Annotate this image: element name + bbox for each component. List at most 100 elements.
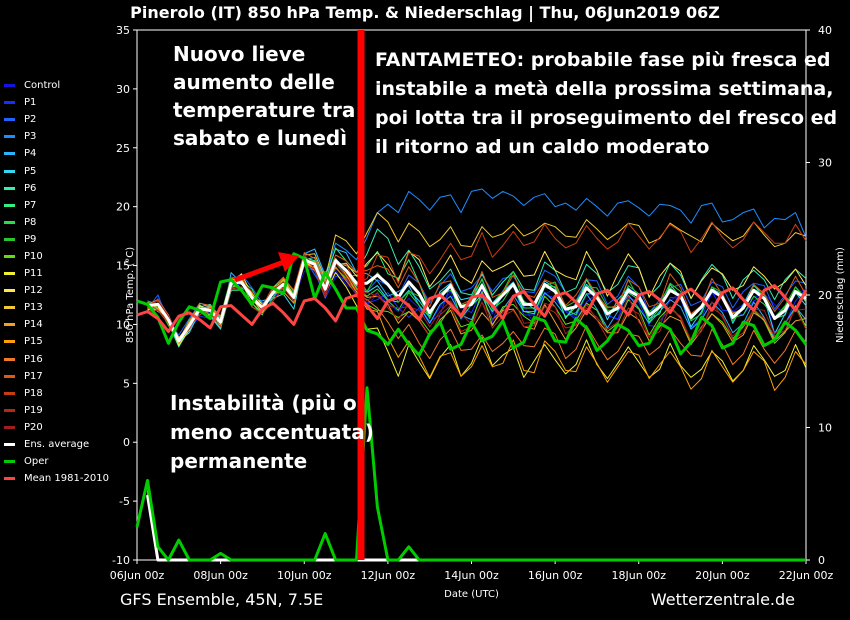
legend-label: P17: [24, 370, 43, 382]
legend-swatch: [4, 84, 15, 88]
x-tick-label: 08Jun 00z: [193, 569, 248, 582]
annotation-fantameteo: FANTAMETEO: probabile fase più fresca ed…: [375, 46, 837, 162]
legend-label: P8: [24, 216, 37, 228]
precip-line-p18: [147, 497, 806, 561]
legend-label: Mean 1981-2010: [24, 473, 109, 485]
arrow-shaft: [234, 259, 285, 283]
legend-item: Oper: [4, 453, 109, 470]
precip-line-ens-average: [146, 494, 806, 562]
x-tick-label: 06Jun 00z: [110, 569, 165, 582]
model-info: GFS Ensemble, 45N, 7.5E: [120, 590, 324, 609]
legend-item: P7: [4, 197, 109, 214]
precip-line-p1: [147, 489, 806, 561]
x-tick-label: 10Jun 00z: [277, 569, 332, 582]
legend-swatch: [4, 340, 15, 344]
y-tick-label: 25: [116, 142, 130, 155]
precip-line-p12: [147, 496, 806, 561]
annotation-line: poi lotta tra il proseguimento del fresc…: [375, 107, 838, 129]
legend: Control P1 P2 P3 P4 P5 P6 P7 P8 P9 P10 P11 P12 P13 P14…: [4, 77, 109, 487]
legend-item: P3: [4, 128, 109, 145]
legend-item: P14: [4, 316, 109, 333]
legend-swatch: [4, 118, 15, 122]
legend-label: P6: [24, 182, 37, 194]
legend-label: P10: [24, 250, 43, 262]
x-axis-label: Date (UTC): [444, 589, 499, 600]
legend-label: P9: [24, 233, 37, 245]
legend-item: P6: [4, 180, 109, 197]
legend-swatch: [4, 101, 15, 105]
annotation-line: FANTAMETEO: probabile fase più fresca ed: [375, 49, 831, 71]
legend-item: P13: [4, 299, 109, 316]
legend-swatch: [4, 272, 15, 276]
y-tick-label: -5: [119, 495, 130, 508]
precip-line-p6: [147, 497, 806, 561]
precip-line-control: [147, 496, 806, 561]
temp-line-p13: [147, 212, 807, 340]
temp-line-p18: [147, 221, 807, 341]
y-axis-label: 850 hPa Temp. (°C): [125, 247, 136, 343]
precip-line-p3: [147, 496, 806, 561]
legend-swatch: [4, 374, 15, 378]
x-tick-label: 12Jun 00z: [361, 569, 416, 582]
precip-line-p17: [147, 492, 806, 561]
legend-item: P16: [4, 351, 109, 368]
legend-swatch: [4, 289, 15, 293]
y2-tick-label: 20: [818, 289, 832, 302]
legend-label: Ens. average: [24, 439, 90, 451]
y-tick-label: 15: [116, 260, 130, 273]
precip-line-p10: [147, 491, 806, 561]
temp-line-mean-1981-2010: [136, 284, 808, 333]
annotation-line: instabile a metà della prossima settiman…: [375, 78, 834, 100]
annotation-line: temperature tra: [173, 98, 356, 122]
annotation-line: Instabilità (più o: [170, 391, 357, 415]
temp-line-p19: [147, 261, 807, 343]
legend-item: P18: [4, 385, 109, 402]
source-credit: Wetterzentrale.de: [650, 590, 795, 609]
precip-line-p7: [147, 492, 806, 561]
legend-label: P3: [24, 131, 37, 143]
legend-swatch: [4, 323, 15, 327]
legend-swatch: [4, 220, 15, 224]
legend-label: P16: [24, 353, 43, 365]
legend-label: P13: [24, 302, 43, 314]
legend-swatch: [4, 477, 15, 481]
legend-swatch: [4, 203, 15, 207]
legend-label: P7: [24, 199, 37, 211]
annotation-temperature-rise: Nuovo lieve aumento delle temperature tr…: [173, 40, 355, 152]
series-layer: [135, 188, 808, 562]
precip-line-p11: [147, 493, 806, 561]
legend-item: Ens. average: [4, 436, 109, 453]
legend-label: P15: [24, 336, 43, 348]
legend-swatch: [4, 460, 15, 464]
legend-item: P2: [4, 111, 109, 128]
legend-label: P1: [24, 97, 37, 109]
y2-tick-label: 10: [818, 422, 832, 435]
temp-line-oper: [136, 252, 808, 357]
y-tick-label: 10: [116, 318, 130, 331]
legend-item: P17: [4, 368, 109, 385]
legend-label: P20: [24, 421, 43, 433]
annotation-line: meno accentuata): [170, 420, 374, 444]
y2-tick-label: 40: [818, 24, 832, 37]
legend-swatch: [4, 391, 15, 395]
legend-item: P4: [4, 145, 109, 162]
legend-swatch: [4, 186, 15, 190]
x-tick-label: 18Jun 00z: [612, 569, 667, 582]
legend-item: P12: [4, 282, 109, 299]
precip-line-p9: [147, 491, 806, 561]
legend-item: P10: [4, 248, 109, 265]
legend-item: P9: [4, 231, 109, 248]
annotation-line: aumento delle: [173, 70, 335, 94]
legend-item: Control: [4, 77, 109, 94]
precip-line-p4: [147, 499, 806, 561]
precip-line-p8: [147, 491, 806, 561]
x-tick-label: 22Jun 00z: [779, 569, 834, 582]
legend-swatch: [4, 237, 15, 241]
legend-label: P18: [24, 387, 43, 399]
y-tick-label: 20: [116, 201, 130, 214]
x-tick-label: 20Jun 00z: [695, 569, 750, 582]
legend-item: P11: [4, 265, 109, 282]
legend-swatch: [4, 135, 15, 139]
precip-line-oper: [135, 386, 806, 562]
y-tick-label: -10: [112, 554, 130, 567]
